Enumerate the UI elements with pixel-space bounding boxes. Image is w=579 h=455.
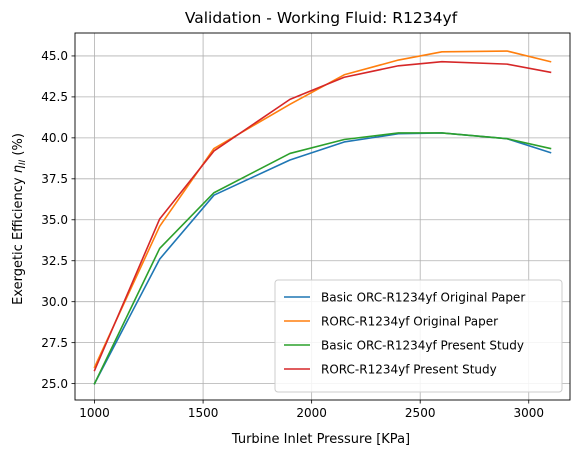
y-tick-label: 37.5 xyxy=(41,172,68,186)
x-tick-label: 3000 xyxy=(513,406,544,420)
y-axis-label-prefix: Exergetic Efficiency xyxy=(11,173,26,305)
y-tick-label: 27.5 xyxy=(41,336,68,350)
y-tick-label: 45.0 xyxy=(41,49,68,63)
y-tick-label: 30.0 xyxy=(41,295,68,309)
grid-lines xyxy=(75,33,570,400)
legend: Basic ORC-R1234yf Original Paper RORC-R12… xyxy=(274,279,563,393)
plot-frame xyxy=(74,32,571,401)
y-axis-ticks: 25.0 27.5 30.0 32.5 35.0 37.5 40.0 42.5 45.0 xyxy=(41,49,75,391)
x-axis-ticks: 1000 1500 2000 2500 3000 xyxy=(79,400,544,420)
x-tick-label: 1000 xyxy=(79,406,110,420)
y-axis-label-suffix: (%) xyxy=(11,133,26,160)
series-line-2 xyxy=(93,50,552,369)
legend-box xyxy=(274,279,563,393)
chart-title: Validation - Working Fluid: R1234yf xyxy=(185,9,458,27)
legend-label-4: RORC-R1234yf Present Study xyxy=(321,362,497,376)
x-axis-label: Turbine Inlet Pressure [KPa] xyxy=(231,432,410,447)
legend-label-3: Basic ORC-R1234yf Present Study xyxy=(321,338,524,352)
y-tick-label: 35.0 xyxy=(41,213,68,227)
x-tick-label: 2000 xyxy=(296,406,327,420)
y-axis-label: Exergetic Efficiency ηII (%) xyxy=(11,133,28,305)
y-axis-label-subscript: II xyxy=(18,159,28,165)
y-tick-label: 32.5 xyxy=(41,254,68,268)
y-axis-label-symbol: η xyxy=(11,165,26,173)
series-line-4 xyxy=(93,60,552,372)
x-tick-label: 1500 xyxy=(188,406,219,420)
series-lines xyxy=(93,50,552,385)
legend-label-1: Basic ORC-R1234yf Original Paper xyxy=(321,290,525,304)
x-tick-label: 2500 xyxy=(405,406,436,420)
series-line-3 xyxy=(93,132,552,385)
y-tick-label: 25.0 xyxy=(41,377,68,391)
y-tick-label: 42.5 xyxy=(41,90,68,104)
y-tick-label: 40.0 xyxy=(41,131,68,145)
legend-label-2: RORC-R1234yf Original Paper xyxy=(321,314,498,328)
